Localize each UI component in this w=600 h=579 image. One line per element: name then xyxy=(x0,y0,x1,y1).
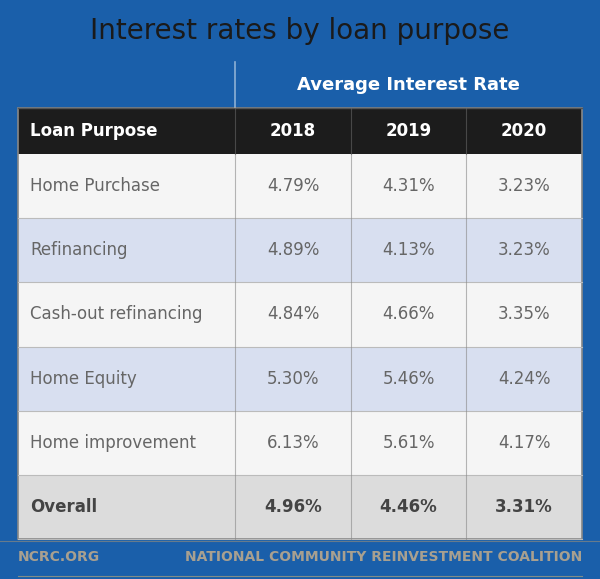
Bar xyxy=(18,154,582,218)
Text: Home improvement: Home improvement xyxy=(30,434,196,452)
Text: 3.23%: 3.23% xyxy=(498,177,551,195)
Text: Refinancing: Refinancing xyxy=(30,241,128,259)
Text: 3.23%: 3.23% xyxy=(498,241,551,259)
Text: 5.46%: 5.46% xyxy=(382,369,435,387)
Text: 5.30%: 5.30% xyxy=(266,369,319,387)
Bar xyxy=(18,108,582,539)
Text: 4.13%: 4.13% xyxy=(382,241,435,259)
Text: 6.13%: 6.13% xyxy=(266,434,319,452)
Bar xyxy=(0,541,600,579)
Text: 3.35%: 3.35% xyxy=(498,305,551,324)
Bar xyxy=(18,108,582,154)
Text: 4.89%: 4.89% xyxy=(267,241,319,259)
Text: 4.24%: 4.24% xyxy=(498,369,550,387)
Text: NATIONAL COMMUNITY REINVESTMENT COALITION: NATIONAL COMMUNITY REINVESTMENT COALITIO… xyxy=(185,550,582,564)
Text: Overall: Overall xyxy=(30,498,97,516)
Text: Loan Purpose: Loan Purpose xyxy=(30,122,157,140)
Bar xyxy=(18,411,582,475)
Text: Cash-out refinancing: Cash-out refinancing xyxy=(30,305,203,324)
Text: 5.61%: 5.61% xyxy=(382,434,435,452)
Text: Home Equity: Home Equity xyxy=(30,369,137,387)
Text: 2018: 2018 xyxy=(270,122,316,140)
Text: 4.79%: 4.79% xyxy=(267,177,319,195)
Text: 4.31%: 4.31% xyxy=(382,177,435,195)
Text: Average Interest Rate: Average Interest Rate xyxy=(297,76,520,94)
Bar xyxy=(18,475,582,539)
Text: 4.84%: 4.84% xyxy=(267,305,319,324)
Text: 3.31%: 3.31% xyxy=(496,498,553,516)
Text: 4.17%: 4.17% xyxy=(498,434,550,452)
Text: 2020: 2020 xyxy=(501,122,547,140)
Text: 4.66%: 4.66% xyxy=(382,305,435,324)
Text: Home Purchase: Home Purchase xyxy=(30,177,160,195)
Bar xyxy=(18,218,582,283)
Text: 4.96%: 4.96% xyxy=(264,498,322,516)
Bar xyxy=(18,283,582,346)
Bar xyxy=(18,346,582,411)
Text: 4.46%: 4.46% xyxy=(380,498,437,516)
Text: NCRC.ORG: NCRC.ORG xyxy=(18,550,100,564)
Text: 2019: 2019 xyxy=(385,122,431,140)
Text: Interest rates by loan purpose: Interest rates by loan purpose xyxy=(91,17,509,45)
